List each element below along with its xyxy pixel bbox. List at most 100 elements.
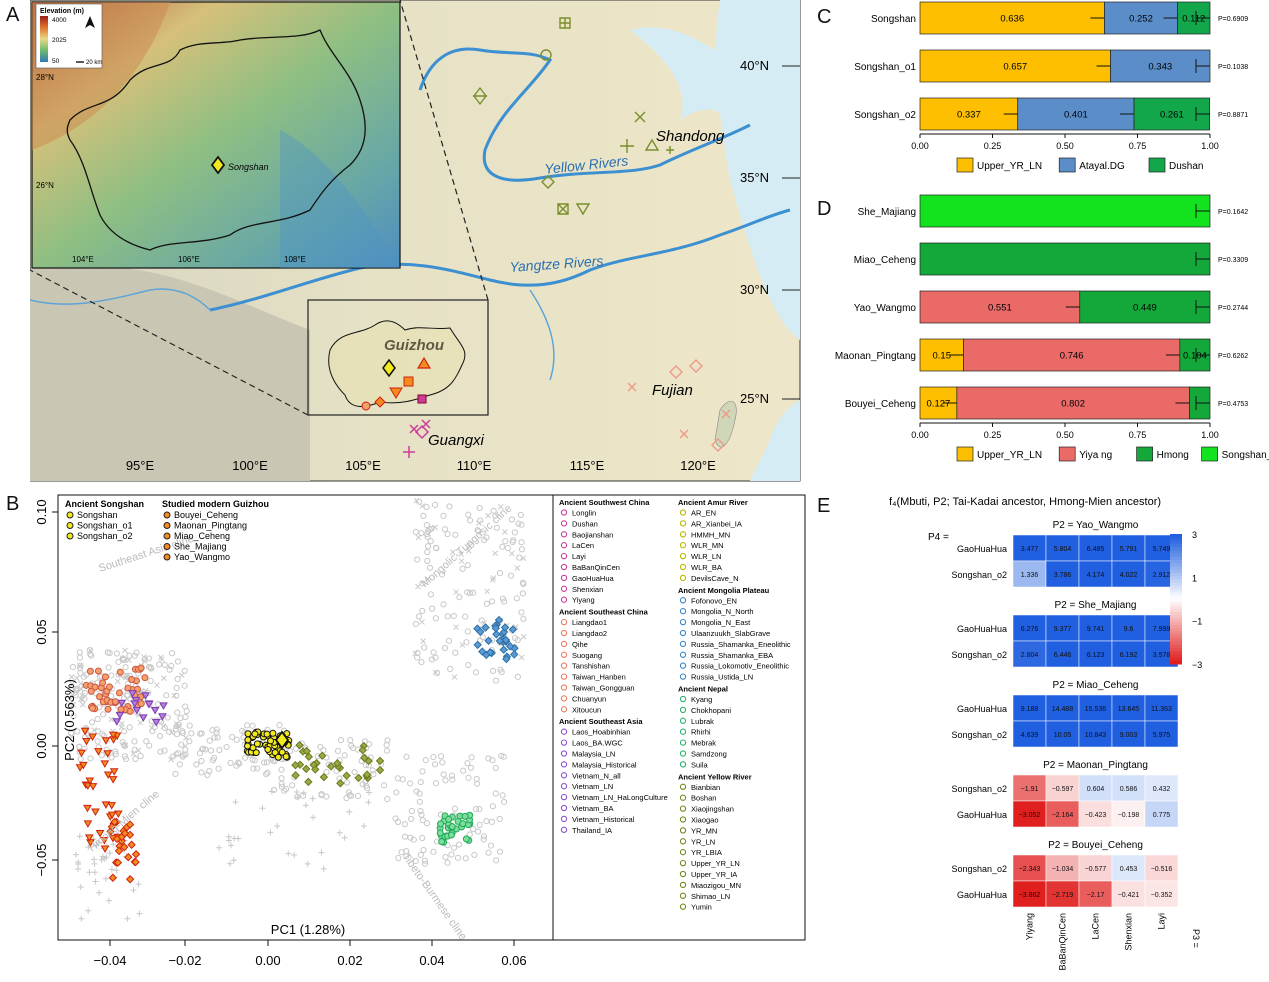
- pca-point: [252, 749, 260, 757]
- pca-legend-item: Suila: [691, 760, 709, 769]
- pca-axes: −0.04 −0.02 0.00 0.02 0.04 0.06 0.10 0.05 0.00 −0…: [34, 499, 527, 968]
- pca-legend-item: Samdzong: [691, 750, 727, 759]
- pca-point: [267, 829, 274, 836]
- pca-point: [121, 742, 128, 750]
- colorbar-tick-label: 3: [1192, 530, 1197, 540]
- colorbar-segment: [1170, 641, 1182, 645]
- pca-legend-item: Kyang: [691, 695, 712, 704]
- pca-legend-item: Liangdao1: [572, 618, 607, 627]
- colorbar-segment: [1170, 605, 1182, 610]
- colorbar-segment: [1170, 628, 1182, 632]
- pca-point: [291, 851, 298, 858]
- pca-legend-item: Vietnam_Historical: [572, 815, 635, 824]
- pca-point: [476, 627, 485, 637]
- pca-point: [137, 664, 145, 672]
- pca-point: [440, 601, 447, 608]
- pca-point: [120, 829, 130, 838]
- pca-legend-item: Taiwan_Hanben: [572, 673, 626, 682]
- pca-point: [92, 878, 99, 885]
- pca-point: [423, 521, 430, 529]
- heatmap-cell-value: 13.645: [1118, 706, 1140, 713]
- pca-point: [295, 740, 304, 750]
- pca-point: [432, 654, 439, 661]
- pca-point: [505, 642, 515, 651]
- pca-legend-item: Longlin: [572, 509, 596, 518]
- pca-legend-item: LaCen: [572, 541, 594, 550]
- pca-legend-item: Taiwan_Gongguan: [572, 684, 635, 693]
- pca-point: [490, 507, 497, 514]
- pca-point: [108, 754, 115, 761]
- pca-point: [518, 654, 525, 661]
- pca-point: [254, 765, 261, 772]
- bar-x-tick-label: 1.00: [1201, 141, 1219, 151]
- pca-legend-swatch: [560, 629, 568, 637]
- baojianshan-marker: [403, 446, 415, 458]
- bar-segment: [919, 242, 1211, 276]
- heatmap-cell: [1012, 720, 1047, 748]
- pca-point: [282, 753, 290, 761]
- pca-point: [415, 613, 423, 620]
- heatmap-cell-value: −2.719: [1052, 892, 1074, 899]
- lat-label-25: 25°N: [740, 391, 769, 406]
- pca-point: [268, 788, 275, 795]
- pca-legend-item: Layi: [572, 552, 586, 561]
- pca-point: [108, 731, 118, 740]
- pca-legend-item: Yiyang: [572, 596, 595, 605]
- pca-y-label: PC2 (0.563%): [62, 679, 77, 761]
- inset-site-label: Songshan: [228, 162, 269, 172]
- pca-point: [115, 658, 122, 666]
- pca-legend-swatch: [560, 739, 568, 746]
- pca-point: [423, 530, 431, 538]
- pca-point: [383, 747, 391, 754]
- pca-point: [419, 817, 426, 824]
- heatmap-block-label: P2 = She_Majiang: [1054, 600, 1136, 611]
- bar-category-label: She_Majiang: [858, 207, 916, 218]
- pca-point: [459, 820, 467, 828]
- bouyei-marker: [361, 401, 371, 411]
- pca-point: [105, 664, 112, 671]
- bar-value-label: 0.15: [933, 351, 952, 362]
- pca-legend-item: Yumin: [691, 903, 712, 912]
- pca-point: [76, 662, 83, 669]
- pca-point: [96, 889, 103, 896]
- pca-point: [408, 807, 415, 815]
- colorbar-segment: [1170, 615, 1182, 619]
- heatmap-cell: [1045, 640, 1080, 668]
- pca-point: [87, 687, 95, 695]
- miao-ceheng-marker: [374, 396, 386, 408]
- pca-point: [126, 724, 133, 731]
- lon-label-105: 105°E: [345, 458, 381, 473]
- pca-point: [113, 858, 123, 867]
- heatmap-cell: [1111, 640, 1146, 668]
- pca-legend-item: She_Majiang: [174, 542, 227, 552]
- pca-point: [424, 543, 432, 550]
- pca-point: [264, 745, 272, 753]
- pca-legend-item: Fofonovo_EN: [691, 596, 737, 605]
- pca-point: [347, 737, 354, 744]
- yellow-river-markers: [472, 17, 674, 216]
- pca-point: [430, 753, 437, 761]
- pca-point: [438, 838, 446, 846]
- pca-point: [483, 534, 490, 541]
- pca-legend-swatch: [560, 651, 568, 658]
- pca-point: [445, 815, 453, 823]
- panel-label-c: C: [817, 6, 832, 28]
- colorbar-segment: [1170, 543, 1182, 548]
- pca-point: [490, 667, 497, 675]
- bar-segment: [919, 49, 1111, 83]
- pca-point: [449, 549, 456, 555]
- pca-legend-swatch: [679, 794, 687, 801]
- bar-panels: Songshan 0.636 0.252 0.112 P=0.6909 Songshan_…: [835, 1, 1269, 462]
- pca-point: [233, 762, 240, 769]
- pca-point: [91, 727, 98, 733]
- heatmap-cell-value: 3.578: [1153, 652, 1171, 659]
- pca-point: [419, 607, 426, 614]
- pca-legend-item: Bouyei_Ceheng: [174, 510, 238, 520]
- pca-point: [103, 854, 110, 861]
- heatmap-row-label: Songshan_o2: [951, 570, 1007, 580]
- bar-category-label: Bouyei_Ceheng: [845, 399, 916, 410]
- bar-category-label: Miao_Ceheng: [854, 255, 916, 266]
- pca-point: [430, 848, 437, 855]
- pca-point: [244, 736, 252, 744]
- panel-c-bars: Songshan 0.636 0.252 0.112 P=0.6909 Songshan_…: [854, 1, 1248, 173]
